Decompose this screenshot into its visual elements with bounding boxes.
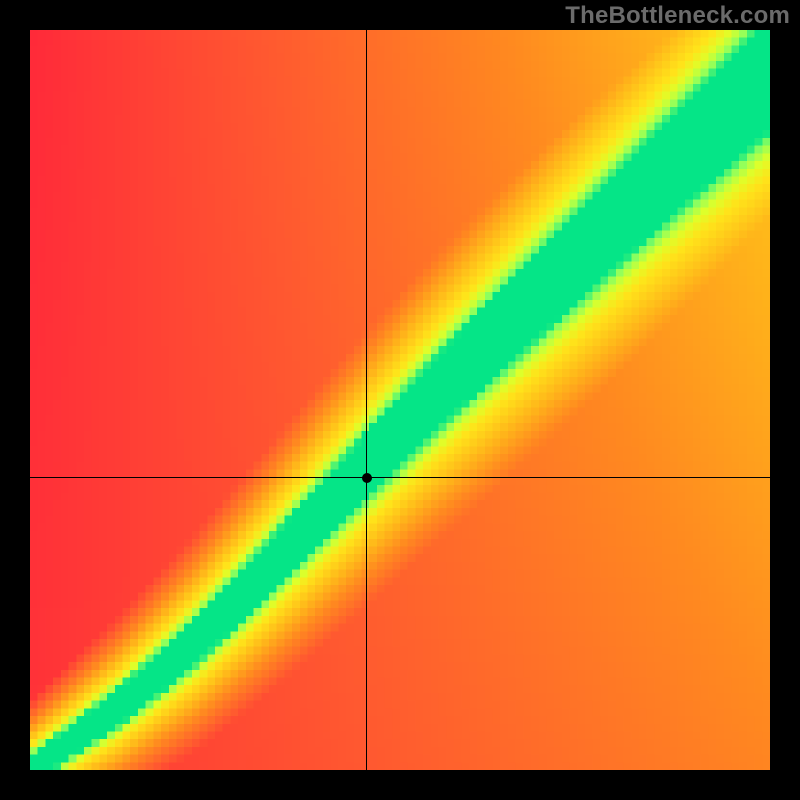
- crosshair-horizontal: [30, 477, 770, 478]
- crosshair-vertical: [366, 30, 367, 770]
- watermark: TheBottleneck.com: [565, 2, 790, 30]
- chart-container: { "watermark": { "text": "TheBottleneck.…: [0, 0, 800, 800]
- selection-dot: [362, 473, 372, 483]
- bottleneck-heatmap: [30, 30, 770, 770]
